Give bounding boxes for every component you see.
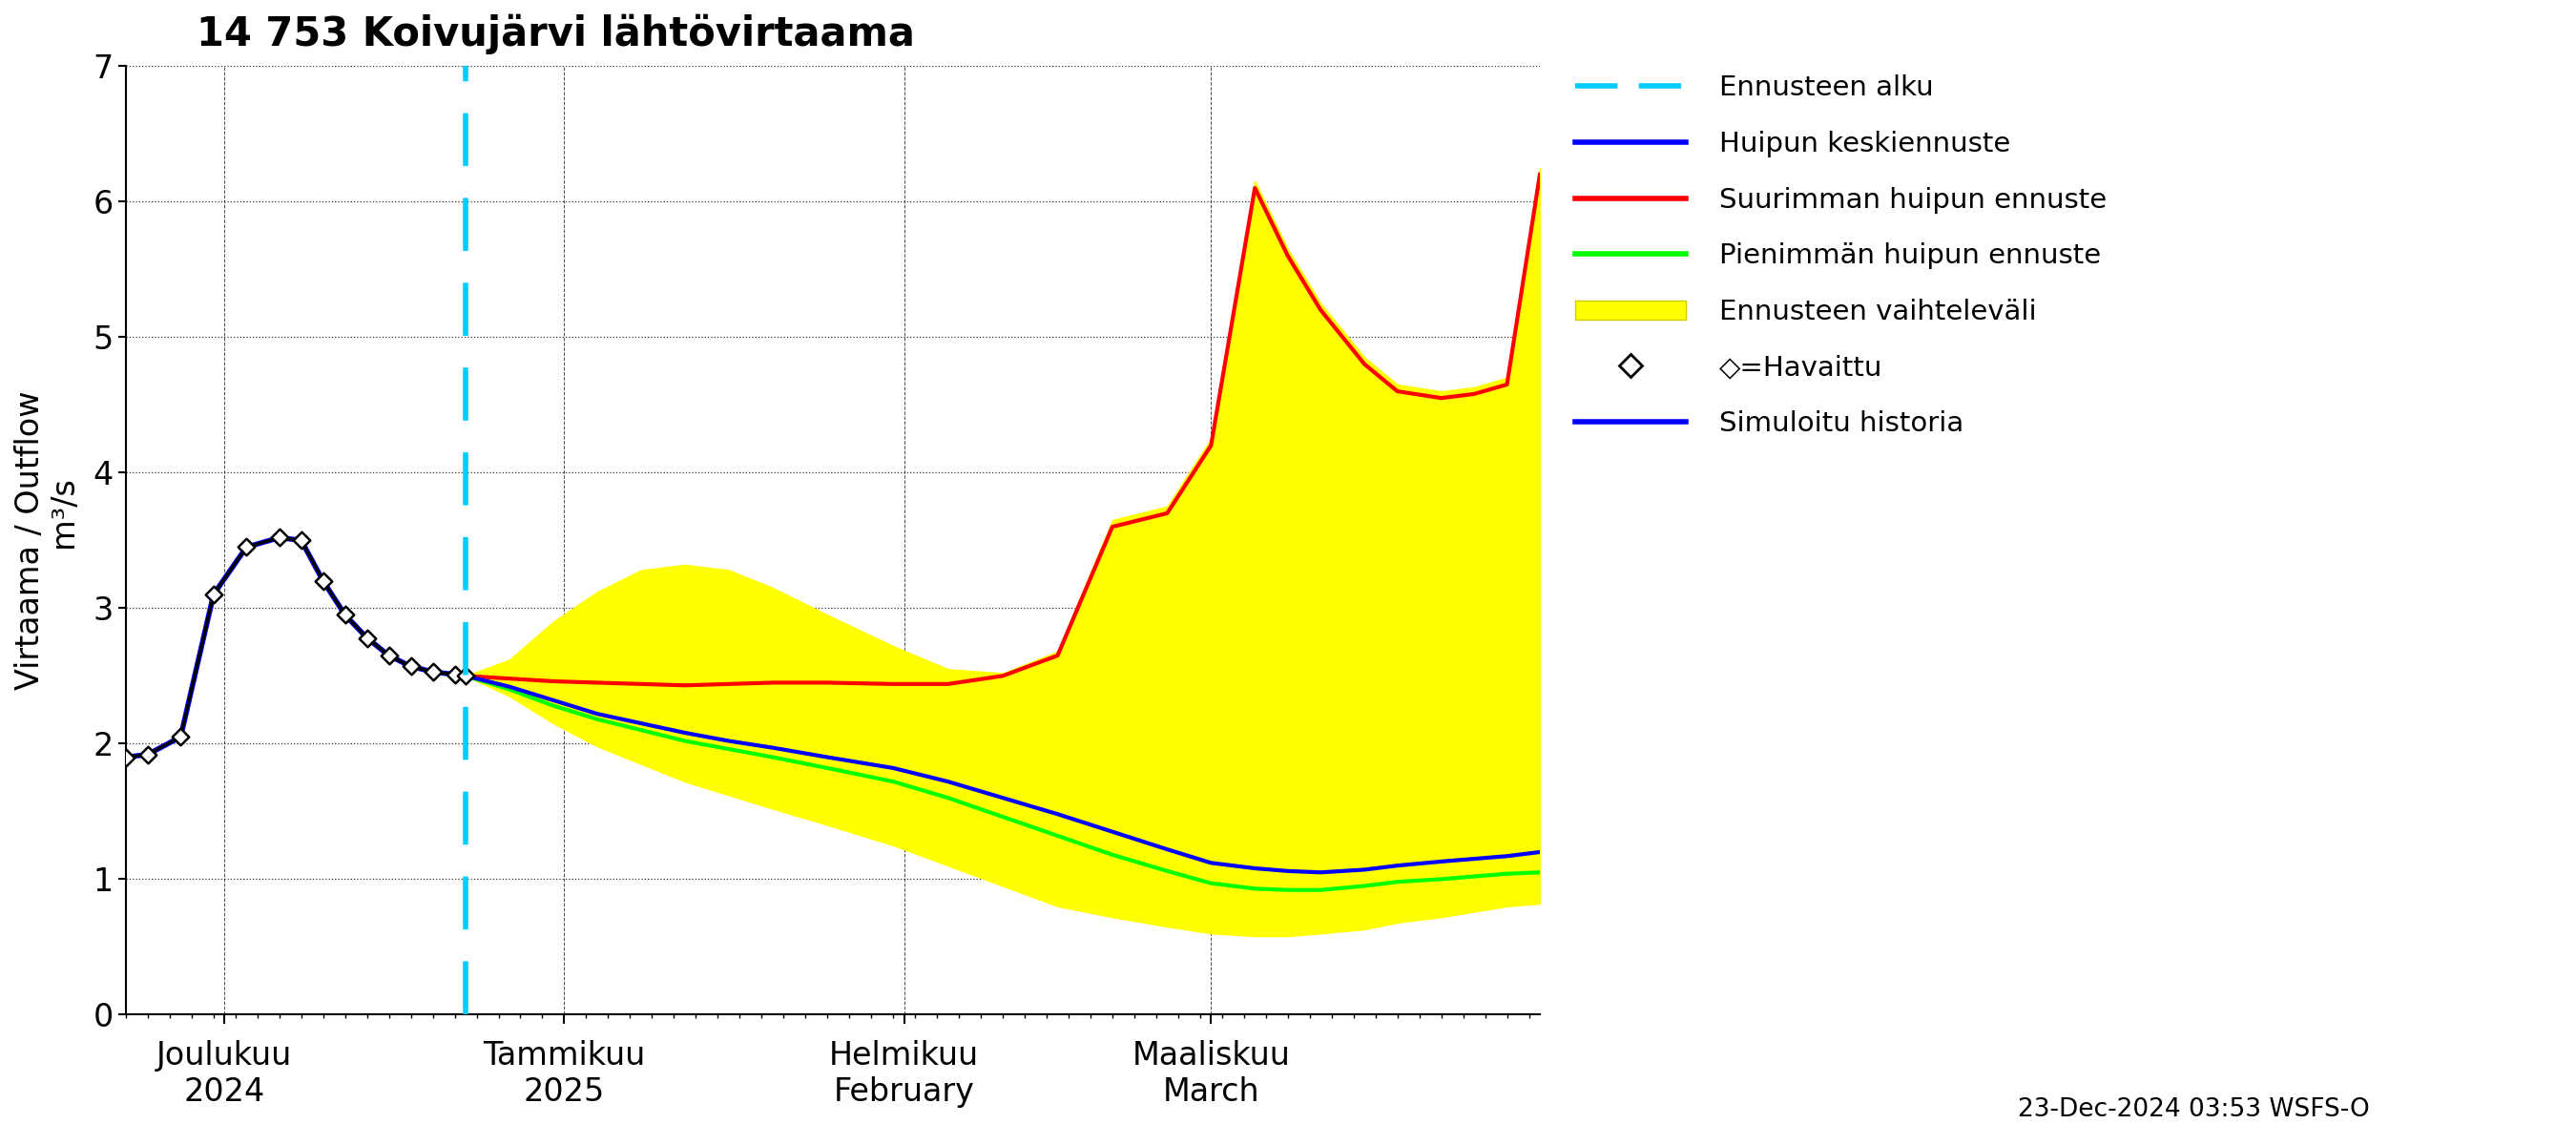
Point <box>325 606 366 624</box>
Y-axis label: Virtaama / Outflow
     m³/s: Virtaama / Outflow m³/s <box>15 390 82 690</box>
Point <box>281 531 322 550</box>
Legend: Ennusteen alku, Huipun keskiennuste, Suurimman huipun ennuste, Pienimmän huipun : Ennusteen alku, Huipun keskiennuste, Suu… <box>1561 61 2120 451</box>
Point <box>258 529 299 547</box>
Text: 14 753 Koivujärvi lähtövirtaama: 14 753 Koivujärvi lähtövirtaama <box>196 14 914 55</box>
Point <box>106 748 147 766</box>
Point <box>193 585 234 603</box>
Point <box>160 728 201 747</box>
Point <box>345 629 386 647</box>
Point <box>412 663 453 681</box>
Point <box>368 647 410 665</box>
Point <box>446 666 487 685</box>
Point <box>389 657 430 676</box>
Point <box>435 665 477 684</box>
Text: 23-Dec-2024 03:53 WSFS-O: 23-Dec-2024 03:53 WSFS-O <box>2017 1097 2370 1122</box>
Point <box>126 745 167 764</box>
Point <box>227 538 268 556</box>
Point <box>301 571 343 590</box>
